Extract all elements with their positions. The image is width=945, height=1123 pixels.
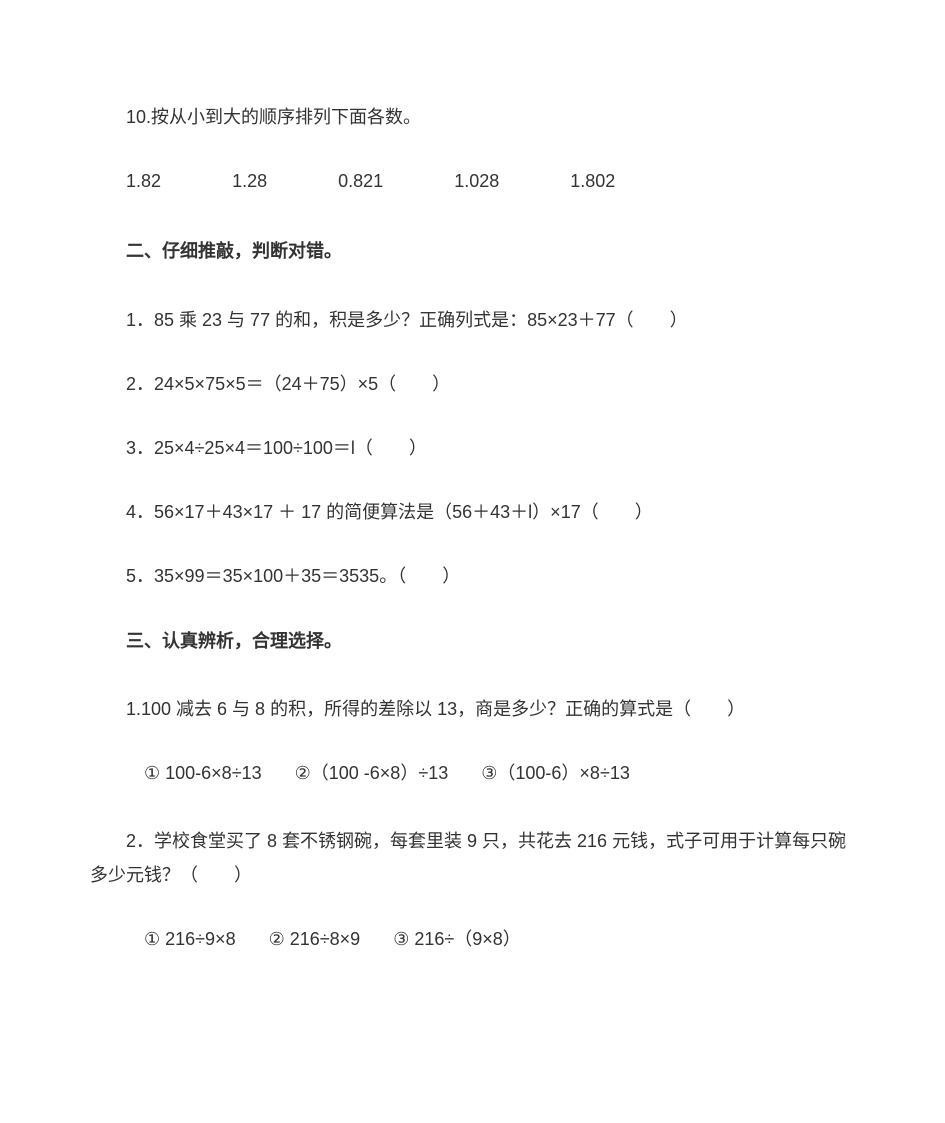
s3-q2-opt2: ② 216÷8×9 (269, 922, 361, 956)
exam-page: 10.按从小到大的顺序排列下面各数。 1.82 1.28 0.821 1.028… (0, 0, 945, 1123)
s3-q1-options: ① 100-6×8÷13 ②（100 -6×8）÷13 ③（100-6）×8÷1… (90, 756, 855, 790)
q10-numbers-row: 1.82 1.28 0.821 1.028 1.802 (90, 164, 855, 198)
s3-q2-text: 2．学校食堂买了 8 套不锈钢碗，每套里装 9 只，共花去 216 元钱，式子可… (90, 824, 855, 892)
q10-prompt: 10.按从小到大的顺序排列下面各数。 (90, 100, 855, 134)
s2-item-5: 5．35×99＝35×100＋35＝3535。（ ） (90, 559, 855, 593)
s3-q2-options: ① 216÷9×8 ② 216÷8×9 ③ 216÷（9×8） (90, 922, 855, 956)
q10-num-1: 1.28 (232, 164, 267, 198)
s3-q2-line1: 2．学校食堂买了 8 套不锈钢碗，每套里装 9 只，共花去 216 元钱，式子可… (90, 824, 855, 858)
s3-q1-opt3: ③（100-6）×8÷13 (481, 756, 630, 790)
q10-num-3: 1.028 (454, 164, 499, 198)
s2-item-1: 1．85 乘 23 与 77 的和，积是多少？正确列式是：85×23＋77（ ） (90, 303, 855, 337)
s3-q2-line2: 多少元钱？（ ） (90, 858, 855, 892)
s3-q2-opt3: ③ 216÷（9×8） (393, 922, 521, 956)
s3-q1-opt2: ②（100 -6×8）÷13 (295, 756, 449, 790)
s3-q1-text: 1.100 减去 6 与 8 的积，所得的差除以 13，商是多少？正确的算式是（… (90, 692, 855, 726)
s2-item-4: 4．56×17＋43×17 ＋ 17 的简便算法是（56＋43＋l）×17（ ） (90, 495, 855, 529)
s3-q1-opt1: ① 100-6×8÷13 (144, 756, 262, 790)
q10-num-4: 1.802 (570, 164, 615, 198)
q10-num-0: 1.82 (126, 164, 161, 198)
section3-title: 三、认真辨析，合理选择。 (90, 624, 855, 658)
s2-item-3: 3．25×4÷25×4＝100÷100＝l（ ） (90, 431, 855, 465)
section2-title: 二、仔细推敲，判断对错。 (90, 234, 855, 268)
s3-q2-opt1: ① 216÷9×8 (144, 922, 236, 956)
q10-num-2: 0.821 (338, 164, 383, 198)
s2-item-2: 2．24×5×75×5＝（24＋75）×5（ ） (90, 367, 855, 401)
